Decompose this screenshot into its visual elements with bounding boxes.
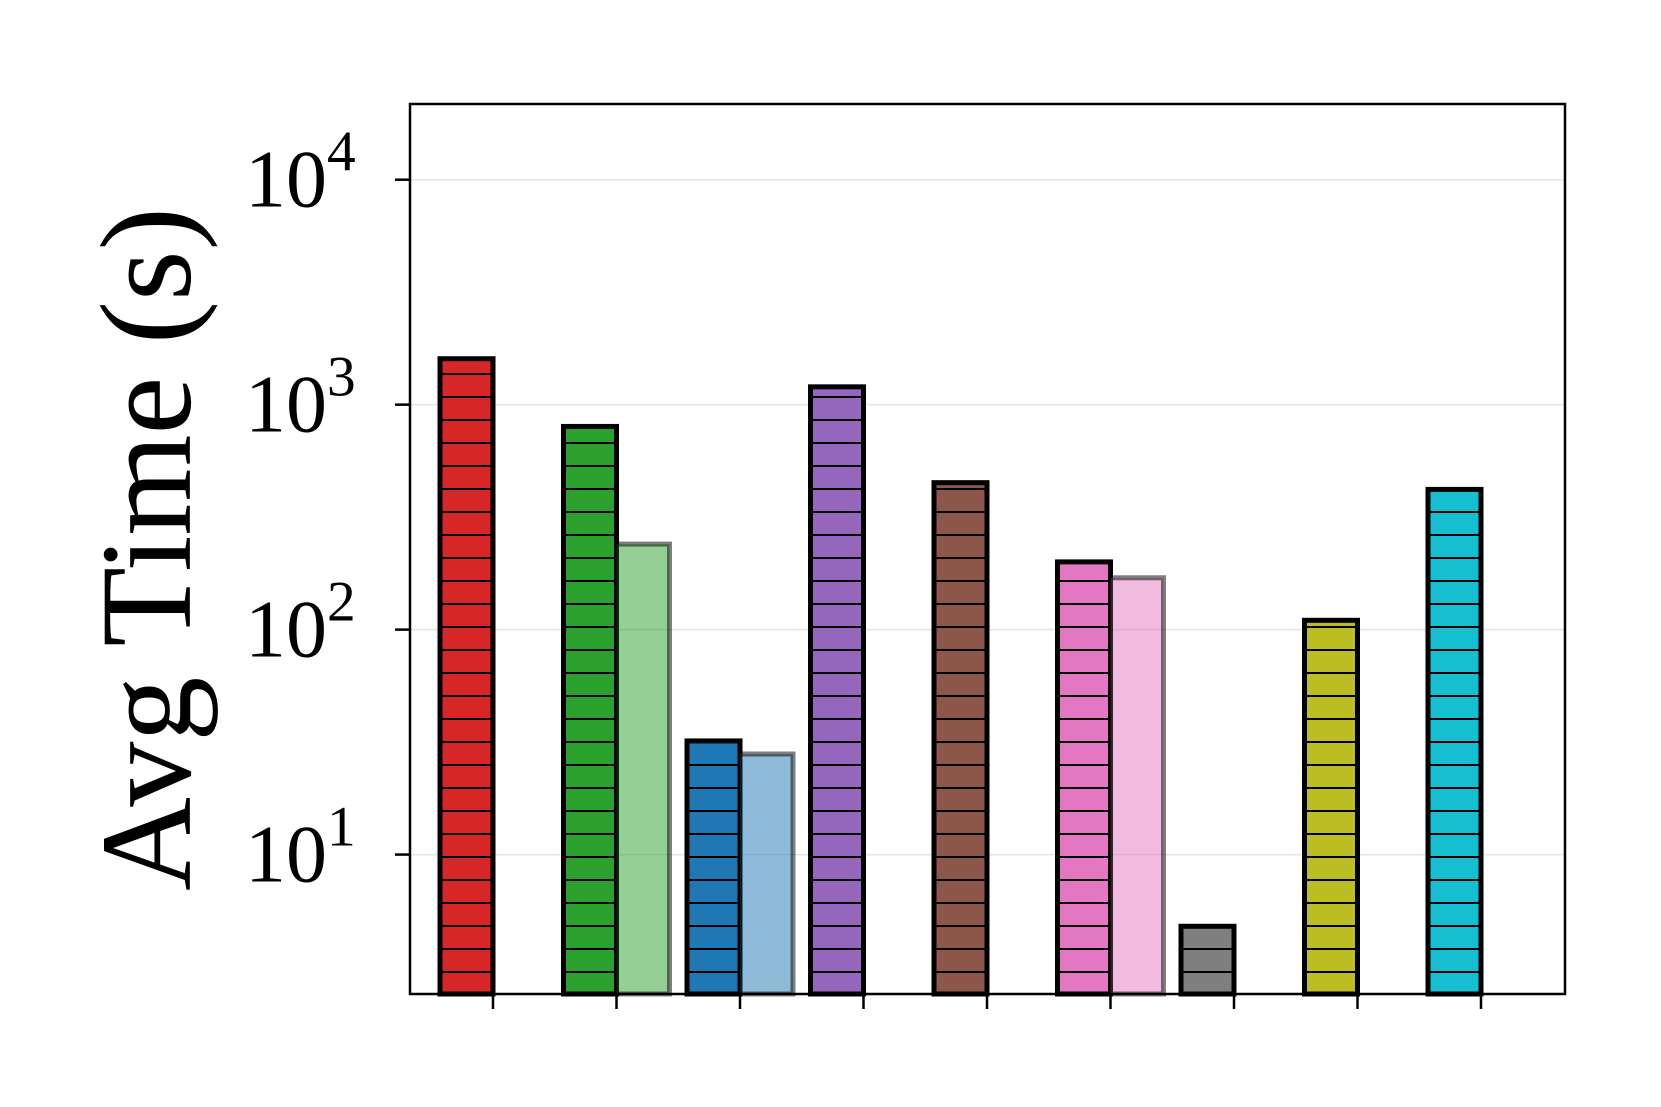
bar: [808, 384, 866, 997]
bar: [737, 751, 796, 997]
y-tick-label: 103: [245, 346, 356, 450]
y-tick-label: 104: [245, 121, 356, 225]
y-axis-label: Avg Time (s): [75, 207, 219, 891]
y-tick-label: 102: [245, 571, 356, 675]
bar: [1302, 617, 1360, 997]
y-tick-label: 101: [245, 796, 356, 900]
bar: [1425, 486, 1484, 997]
bar: [1178, 923, 1237, 997]
bar: [614, 541, 672, 997]
bar: [931, 480, 990, 997]
bar: [561, 423, 619, 997]
bar: [684, 738, 743, 997]
plot-frame: [408, 102, 1567, 996]
bar: [1055, 559, 1113, 997]
bar: [1108, 575, 1166, 997]
bar: [437, 356, 496, 997]
